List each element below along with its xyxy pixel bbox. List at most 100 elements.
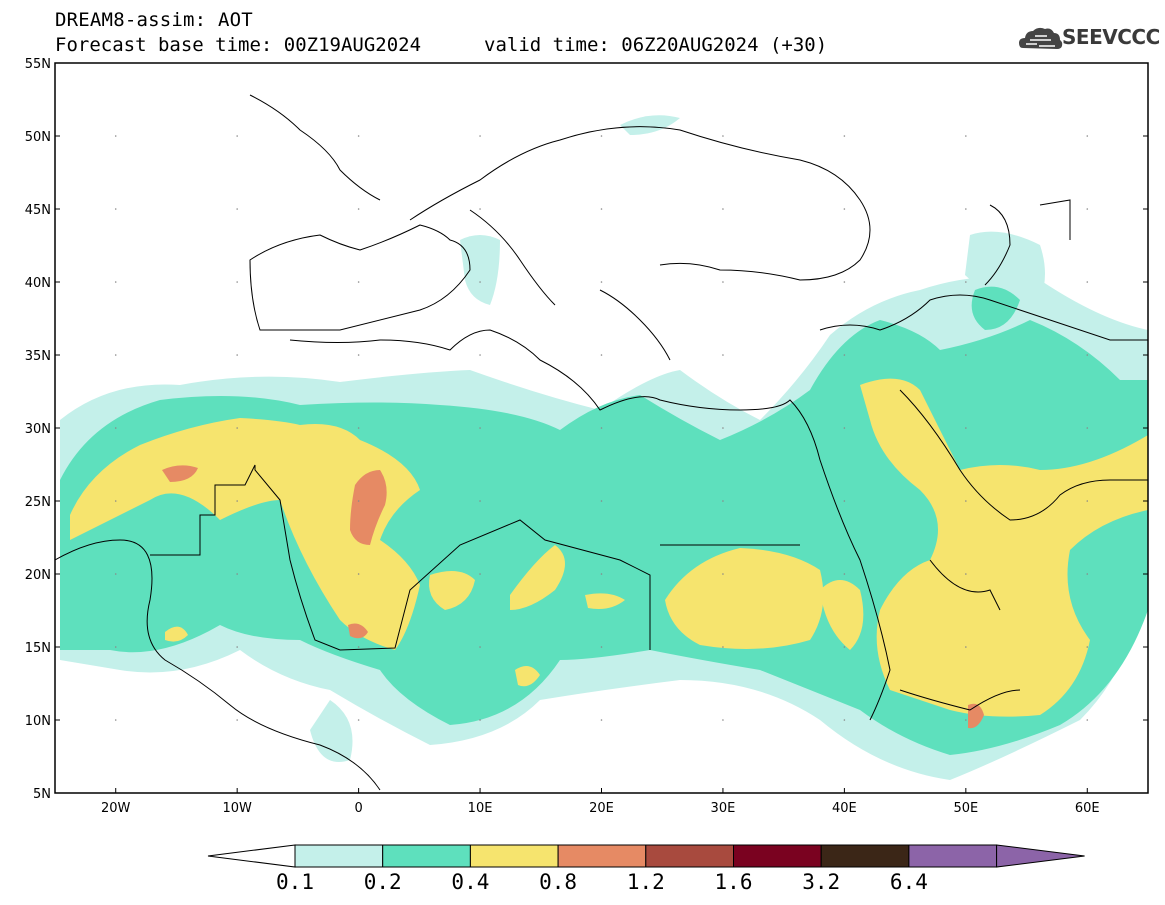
graticule-dot (600, 646, 603, 648)
graticule-dot (236, 135, 238, 137)
graticule-dot (114, 646, 117, 648)
aot-band-0.4 (429, 571, 475, 610)
graticule-dot (722, 500, 724, 502)
graticule-dot (965, 573, 967, 575)
colorbar-label: 1.6 (715, 870, 753, 894)
colorbar-box (820, 844, 910, 868)
graticule-dot (843, 646, 846, 648)
graticule-dot (479, 427, 481, 429)
graticule-dot (236, 281, 238, 283)
graticule-dot (600, 719, 603, 721)
graticule-dot (965, 427, 967, 429)
graticule-dot (114, 281, 117, 283)
graticule-dot (479, 719, 481, 721)
lat-tick-label: 40N (25, 276, 51, 291)
graticule-dot (357, 573, 360, 575)
forecast-base-time: Forecast base time: 00Z19AUG2024 (55, 34, 422, 56)
lat-tick-label: 30N (25, 422, 51, 437)
graticule-dot (843, 500, 846, 502)
lat-tick-label: 10N (25, 714, 51, 729)
aot-band-0.8 (968, 703, 984, 729)
graticule-dot (722, 208, 724, 210)
graticule-dot (965, 208, 967, 210)
graticule-dot (722, 281, 724, 283)
map-title: DREAM8-assim: AOT (55, 9, 253, 31)
graticule-dot (479, 573, 481, 575)
graticule-dot (600, 427, 603, 429)
lon-tick-label: 40E (832, 801, 857, 816)
lon-tick-label: 60E (1075, 801, 1100, 816)
lon-tick-label: 10W (222, 801, 252, 816)
colorbar-box (733, 844, 822, 868)
graticule-dot (114, 427, 117, 429)
graticule-dot (722, 719, 724, 721)
graticule-dot (600, 135, 603, 137)
coastlines (55, 94, 1148, 791)
aot-band-0.4 (165, 626, 188, 642)
aot-band-0.8 (162, 465, 198, 482)
aot-band-0.4 (515, 666, 540, 687)
graticule-dot (114, 719, 117, 721)
aot-band-0.4 (665, 548, 824, 649)
lon-tick-label: 10E (468, 801, 493, 816)
colorbar-under-arrow (207, 844, 296, 868)
lon-tick-label: 0 (354, 801, 362, 816)
graticule-dot (114, 573, 117, 575)
lat-tick-label: 20N (25, 568, 51, 583)
colorbar-label: 0.2 (364, 870, 402, 894)
lon-tick-label: 30E (711, 801, 736, 816)
graticule-dot (114, 135, 117, 137)
aot-band-0.2 (971, 286, 1020, 330)
graticule-dot (843, 427, 846, 429)
cloud-icon (1019, 27, 1063, 49)
colorbar-label: 0.8 (539, 870, 577, 894)
graticule-dot (236, 646, 238, 648)
graticule-dot (722, 646, 724, 648)
graticule-dot (600, 573, 603, 575)
graticule-dot (600, 500, 603, 502)
colorbar-box (469, 844, 559, 868)
graticule-dot (965, 646, 967, 648)
graticule-dot (722, 573, 724, 575)
graticule-dot (1086, 281, 1089, 283)
lat-tick-label: 5N (33, 787, 51, 802)
lat-tick-label: 25N (25, 495, 51, 510)
colorbar-over-arrow (996, 844, 1085, 868)
lon-ticks: 20W 10W 0 10E 20E 30E 40E 50E 60E (101, 135, 1100, 816)
graticule-dot (1086, 573, 1089, 575)
graticule-dot (479, 500, 481, 502)
graticule-dot (1086, 208, 1089, 210)
graticule-dot (357, 500, 360, 502)
graticule-dot (1086, 719, 1089, 721)
graticule-dot (965, 135, 967, 137)
graticule-dot (843, 719, 846, 721)
graticule-dot (479, 208, 481, 210)
graticule-dot (1086, 646, 1089, 648)
graticule-dot (600, 208, 603, 210)
graticule-dot (236, 427, 238, 429)
graticule-dot (843, 135, 846, 137)
graticule-dot (236, 719, 238, 721)
graticule-dot (479, 646, 481, 648)
graticule-dot (114, 208, 117, 210)
aot-band-0.1 (460, 235, 500, 305)
graticule-dot (357, 208, 360, 210)
colorbar-box (908, 844, 998, 868)
aot-band-0.4 (510, 545, 565, 610)
graticule-dot (236, 573, 238, 575)
graticule-dot (843, 573, 846, 575)
graticule-dot (965, 281, 967, 283)
aot-band-0.8 (348, 623, 368, 639)
colorbar: 0.1 0.2 0.4 0.8 1.2 1.6 3.2 6.4 (207, 844, 1085, 894)
aot-contours (60, 115, 1148, 780)
lat-tick-label: 45N (25, 203, 51, 218)
graticule-dot (357, 281, 360, 283)
aot-band-0.1 (310, 700, 353, 762)
graticule-dot (236, 500, 238, 502)
aot-band-0.4 (585, 593, 625, 609)
graticule-dot (236, 354, 238, 356)
colorbar-label: 3.2 (802, 870, 840, 894)
lat-tick-label: 15N (25, 641, 51, 656)
